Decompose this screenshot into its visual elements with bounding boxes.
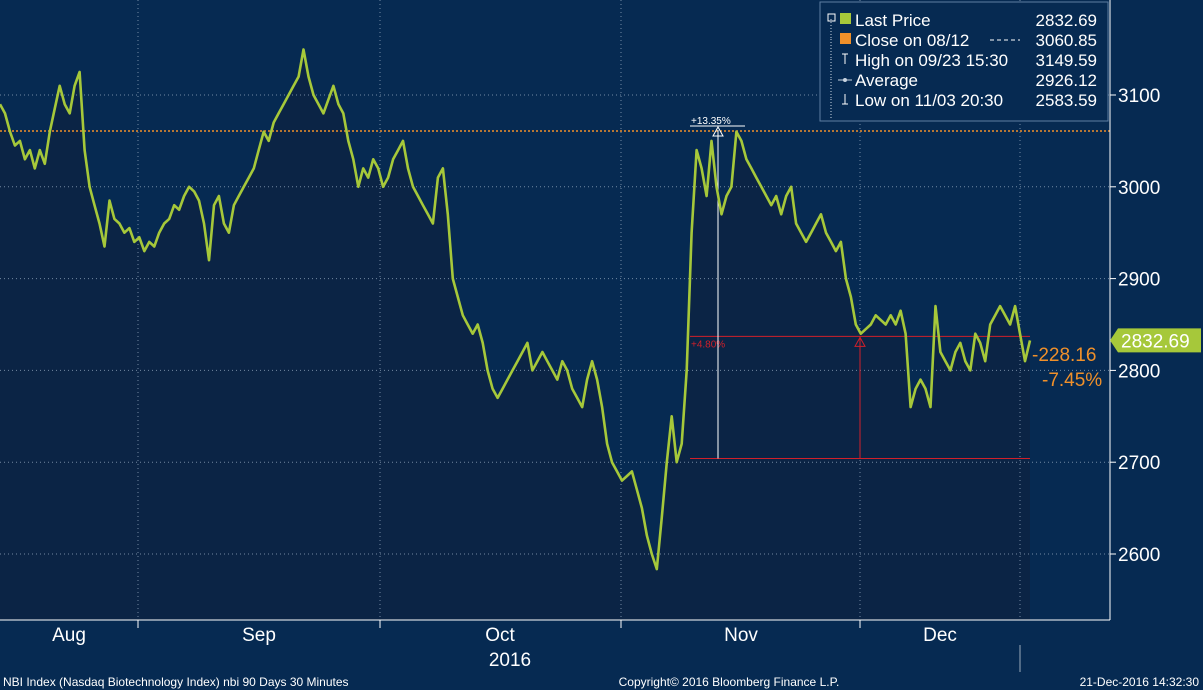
x-month-label-Nov: Nov	[724, 625, 758, 646]
legend-label-1: Close on 08/12	[855, 31, 969, 50]
price-area-fill	[0, 49, 1030, 620]
footer-bar	[0, 672, 1203, 690]
footer-left: NBI Index (Nasdaq Biotechnology Index) n…	[3, 675, 349, 689]
change-abs-label: -228.16	[1032, 345, 1096, 366]
y-tick-label-2900: 2900	[1118, 270, 1160, 291]
legend-value-2: 3149.59	[1036, 51, 1097, 70]
legend-value-3: 2926.12	[1036, 71, 1097, 90]
range-up-triangle	[854, 336, 866, 347]
footer-right: 21-Dec-2016 14:32:30	[1080, 675, 1200, 689]
legend-value-4: 2583.59	[1036, 91, 1097, 110]
legend-value-0: 2832.69	[1036, 11, 1097, 30]
average-marker-dot	[843, 78, 847, 82]
x-year-label: 2016	[489, 650, 531, 671]
legend	[819, 1, 1109, 122]
legend-item-4	[830, 94, 848, 119]
x-month-label-Aug: Aug	[52, 625, 86, 646]
legend-label-2: High on 09/23 15:30	[855, 51, 1008, 70]
x-month-label-Dec: Dec	[923, 625, 957, 646]
legend-item-3	[830, 78, 852, 99]
legend-item-2	[830, 53, 848, 79]
up-pct-label: +13.35%	[691, 116, 731, 127]
footer-center: Copyright© 2016 Bloomberg Finance L.P.	[619, 675, 840, 689]
legend-item-1	[830, 33, 1020, 59]
y-tick-label-2700: 2700	[1118, 453, 1160, 474]
change-pct-label: -7.45%	[1042, 370, 1102, 391]
last-price-label: 2832.69	[1121, 331, 1190, 352]
legend-box	[819, 1, 1109, 122]
y-tick-label-3100: 3100	[1118, 86, 1160, 107]
legend-value-1: 3060.85	[1036, 31, 1097, 50]
legend-label-3: Average	[855, 71, 918, 90]
legend-swatch-green	[840, 13, 851, 24]
y-tick-label-2800: 2800	[1118, 361, 1160, 382]
span-up-triangle	[712, 125, 724, 137]
y-tick-label-3000: 3000	[1118, 178, 1160, 199]
legend-collapse-icon	[827, 13, 836, 22]
legend-label-0: Last Price	[855, 11, 931, 30]
last-price-box	[1110, 328, 1201, 353]
mid-pct-label: +4.80%	[691, 339, 725, 350]
legend-swatch-orange	[840, 33, 851, 44]
legend-label-4: Low on 11/03 20:30	[855, 91, 1003, 110]
y-tick-label-2600: 2600	[1118, 545, 1160, 566]
x-month-label-Sep: Sep	[242, 625, 276, 646]
price-line	[0, 48, 1032, 571]
x-month-label-Oct: Oct	[485, 625, 515, 646]
legend-item-0	[827, 13, 851, 39]
